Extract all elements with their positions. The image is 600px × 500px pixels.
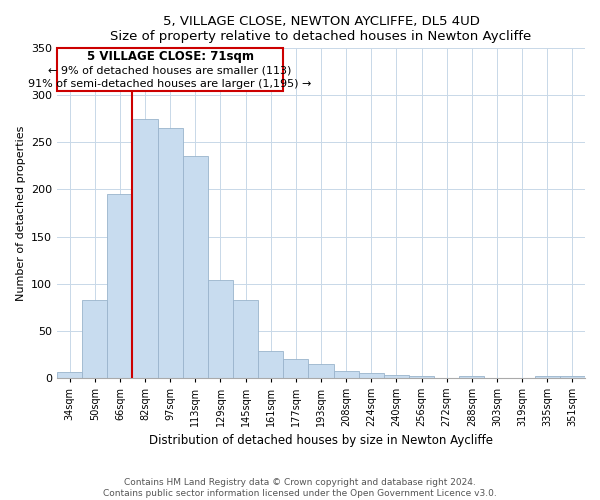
Bar	[208, 280, 233, 378]
Text: Contains HM Land Registry data © Crown copyright and database right 2024.
Contai: Contains HM Land Registry data © Crown c…	[103, 478, 497, 498]
Bar	[308, 364, 334, 378]
Bar	[82, 300, 107, 378]
Bar	[57, 372, 82, 378]
Bar	[233, 300, 258, 378]
Text: 91% of semi-detached houses are larger (1,195) →: 91% of semi-detached houses are larger (…	[28, 79, 312, 89]
Bar	[384, 375, 409, 378]
X-axis label: Distribution of detached houses by size in Newton Aycliffe: Distribution of detached houses by size …	[149, 434, 493, 448]
Bar	[459, 376, 484, 378]
Bar	[133, 119, 158, 378]
Bar	[107, 194, 133, 378]
Bar	[183, 156, 208, 378]
Bar	[334, 371, 359, 378]
Bar	[409, 376, 434, 378]
Bar	[158, 128, 183, 378]
Bar	[258, 352, 283, 378]
Text: 5 VILLAGE CLOSE: 71sqm: 5 VILLAGE CLOSE: 71sqm	[86, 50, 254, 64]
Title: 5, VILLAGE CLOSE, NEWTON AYCLIFFE, DL5 4UD
Size of property relative to detached: 5, VILLAGE CLOSE, NEWTON AYCLIFFE, DL5 4…	[110, 15, 532, 43]
Bar	[359, 373, 384, 378]
Text: ← 9% of detached houses are smaller (113): ← 9% of detached houses are smaller (113…	[49, 66, 292, 76]
Bar	[283, 359, 308, 378]
FancyBboxPatch shape	[57, 48, 283, 90]
Bar	[535, 376, 560, 378]
Y-axis label: Number of detached properties: Number of detached properties	[16, 126, 26, 300]
Bar	[560, 376, 585, 378]
